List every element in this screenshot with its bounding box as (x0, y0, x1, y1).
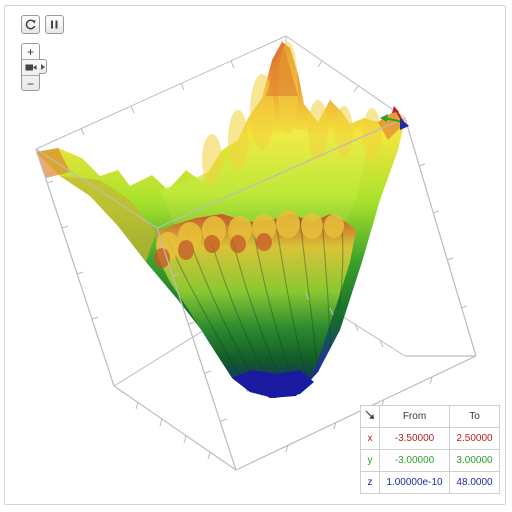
diagonal-arrow-icon (365, 410, 374, 419)
zoom-out-button[interactable]: − (22, 76, 39, 91)
pause-button[interactable] (45, 15, 64, 34)
y-to-value[interactable]: 3.00000 (449, 449, 500, 472)
range-table: From To x -3.50000 2.50000 y -3.00000 3.… (360, 405, 500, 494)
x-to-value[interactable]: 2.50000 (449, 427, 500, 450)
zoom-controls: + − (21, 43, 40, 91)
table-row: x -3.50000 2.50000 (360, 427, 500, 450)
z-to-value[interactable]: 48.0000 (449, 471, 500, 494)
axis-label: z (360, 471, 380, 494)
range-table-corner[interactable] (360, 405, 380, 428)
zoom-in-button[interactable]: + (22, 44, 39, 59)
camera-icon (25, 64, 36, 71)
refresh-icon (25, 19, 36, 30)
axis-label: y (360, 449, 380, 472)
pause-icon (51, 20, 58, 29)
camera-menu-button[interactable] (39, 59, 47, 74)
surface-mesh (36, 40, 405, 399)
range-table-header: From To (360, 405, 500, 428)
orientation-axes (380, 106, 409, 130)
zoom-out-label: − (26, 76, 34, 91)
to-header: To (449, 405, 500, 428)
table-row: z 1.00000e-10 48.0000 (360, 471, 500, 494)
reset-view-button[interactable] (21, 15, 40, 34)
triangle-right-icon (40, 63, 45, 70)
x-from-value[interactable]: -3.50000 (379, 427, 450, 450)
camera-button[interactable] (22, 60, 39, 75)
table-row: y -3.00000 3.00000 (360, 449, 500, 472)
y-from-value[interactable]: -3.00000 (379, 449, 450, 472)
axis-ticks (46, 60, 468, 460)
z-from-value[interactable]: 1.00000e-10 (379, 471, 450, 494)
from-header: From (379, 405, 450, 428)
zoom-in-label: + (26, 44, 34, 59)
axis-label: x (360, 427, 380, 450)
bounding-box-front (35, 117, 477, 471)
